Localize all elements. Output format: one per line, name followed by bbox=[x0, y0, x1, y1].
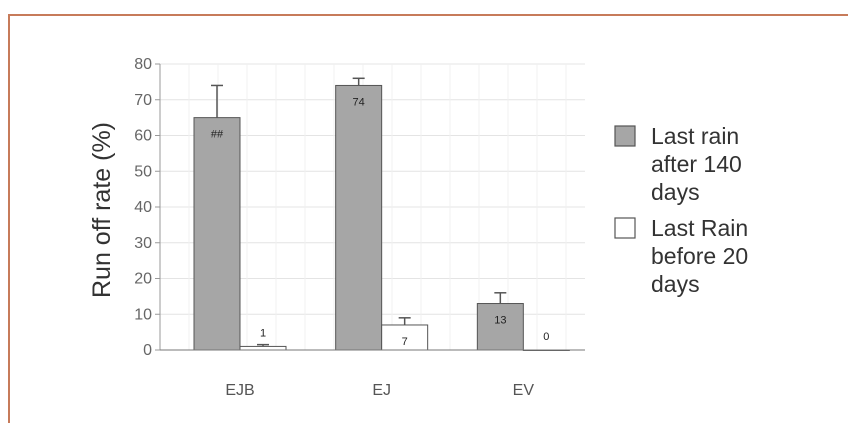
bar-ejb-series-1 bbox=[193, 117, 241, 351]
data-label: 0 bbox=[543, 331, 549, 343]
legend-label: days bbox=[651, 271, 700, 297]
legend-swatch-series-2 bbox=[614, 217, 636, 239]
y-tick-label: 30 bbox=[134, 235, 152, 252]
legend-label: after 140 bbox=[651, 151, 742, 177]
x-tick-label: EV bbox=[513, 382, 535, 399]
y-tick-label: 70 bbox=[134, 92, 152, 109]
data-label: 7 bbox=[402, 336, 408, 348]
legend-label: before 20 bbox=[651, 243, 748, 269]
y-tick-label: 60 bbox=[134, 128, 152, 145]
data-label: 1 bbox=[260, 327, 266, 339]
data-label: 74 bbox=[353, 96, 365, 108]
legend-label: Last rain bbox=[651, 123, 739, 149]
chart-frame bbox=[8, 14, 848, 423]
y-tick-label: 40 bbox=[134, 199, 152, 216]
y-tick-label: 80 bbox=[134, 56, 152, 73]
y-tick-label: 50 bbox=[134, 163, 152, 180]
bar-ev-series-1 bbox=[476, 303, 524, 351]
y-axis-label: Run off rate (%) bbox=[88, 122, 116, 298]
data-label: 13 bbox=[494, 315, 506, 327]
plot-area: 0 10 20 30 40 50 60 70 80 ## 1 EJB 74 7 EJ 13 0 EV bbox=[134, 56, 585, 399]
x-tick-label: EJ bbox=[372, 382, 391, 399]
legend-label: Last Rain bbox=[651, 215, 748, 241]
y-tick-label: 0 bbox=[143, 342, 152, 359]
y-tick-label: 10 bbox=[134, 306, 152, 323]
legend-label: days bbox=[651, 179, 700, 205]
bar-ej-series-1 bbox=[335, 84, 383, 351]
x-tick-label: EJB bbox=[225, 382, 254, 399]
y-tick-label: 20 bbox=[134, 271, 152, 288]
data-label: ## bbox=[211, 129, 224, 141]
bar-ejb-series-2 bbox=[239, 345, 287, 351]
legend-swatch-series-1 bbox=[614, 125, 636, 147]
